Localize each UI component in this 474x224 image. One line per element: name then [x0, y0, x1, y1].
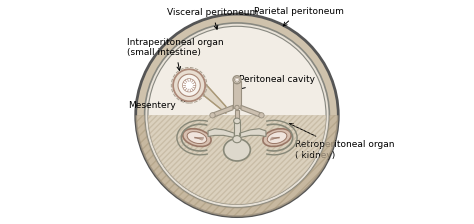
Ellipse shape — [233, 136, 241, 143]
Circle shape — [145, 23, 329, 208]
Text: Visceral peritoneum: Visceral peritoneum — [167, 9, 258, 29]
Text: Parietal peritoneum: Parietal peritoneum — [254, 7, 344, 26]
Polygon shape — [241, 105, 262, 118]
Circle shape — [236, 78, 238, 81]
Text: Peritoneal cavity: Peritoneal cavity — [237, 75, 315, 91]
Circle shape — [173, 69, 205, 101]
Polygon shape — [240, 129, 266, 138]
Circle shape — [210, 113, 215, 118]
Polygon shape — [212, 105, 233, 118]
Polygon shape — [235, 110, 239, 119]
Ellipse shape — [234, 118, 240, 124]
Circle shape — [235, 77, 239, 82]
Polygon shape — [136, 115, 338, 217]
Polygon shape — [148, 115, 326, 204]
Circle shape — [235, 105, 239, 110]
Circle shape — [233, 76, 241, 84]
Text: Intraperitoneal organ
(small intestine): Intraperitoneal organ (small intestine) — [127, 38, 223, 70]
Circle shape — [136, 14, 338, 217]
Ellipse shape — [183, 129, 211, 146]
Ellipse shape — [224, 139, 250, 161]
Polygon shape — [204, 83, 226, 113]
Circle shape — [182, 79, 196, 92]
Ellipse shape — [187, 132, 207, 144]
Circle shape — [259, 113, 264, 118]
Ellipse shape — [263, 129, 291, 146]
Polygon shape — [233, 81, 241, 108]
Circle shape — [178, 74, 201, 96]
Ellipse shape — [267, 132, 287, 144]
Text: Mesentery: Mesentery — [128, 98, 188, 110]
Text: Retroperitoneal organ
( kidney): Retroperitoneal organ ( kidney) — [290, 124, 394, 159]
Polygon shape — [208, 129, 234, 138]
Circle shape — [148, 26, 326, 204]
